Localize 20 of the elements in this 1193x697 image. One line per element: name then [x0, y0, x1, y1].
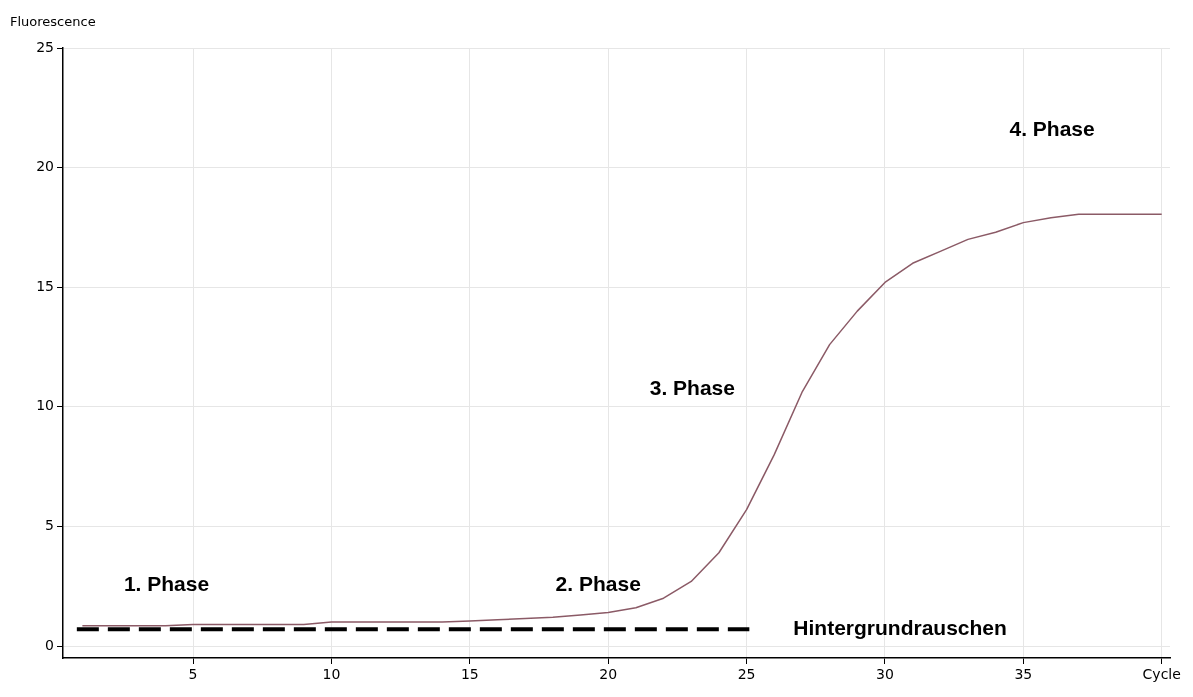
x-tick-label: 25	[737, 666, 756, 683]
y-tick-label: 25	[36, 38, 54, 55]
y-axis-title: Fluorescence	[10, 13, 96, 29]
x-tick-label: 5	[188, 666, 198, 683]
y-tick-label: 5	[45, 517, 54, 534]
y-tick-label: 15	[36, 277, 54, 294]
x-tick-label: Cycle	[1142, 666, 1181, 683]
annotation: 4. Phase	[1009, 117, 1095, 141]
annotation: 2. Phase	[555, 571, 641, 595]
y-tick-label: 20	[36, 158, 54, 175]
y-tick-label: 10	[36, 397, 54, 414]
x-tick-label: 35	[1014, 666, 1033, 683]
annotation: 1. Phase	[123, 571, 210, 595]
annotation: 3. Phase	[649, 376, 735, 400]
x-tick-label: 10	[322, 666, 341, 683]
x-tick-label: 30	[876, 666, 894, 683]
x-tick-label: 20	[599, 666, 618, 683]
text: Hintergrundrauschen	[793, 616, 1007, 640]
x-tick-label: 15	[460, 666, 479, 683]
y-tick-label: 0	[45, 636, 54, 653]
